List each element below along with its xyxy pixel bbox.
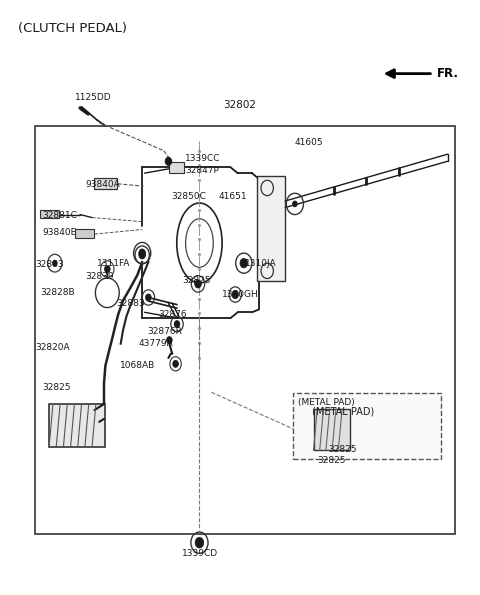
Text: 32876R: 32876R xyxy=(147,327,182,336)
Circle shape xyxy=(105,265,110,273)
Text: 32825: 32825 xyxy=(328,445,357,454)
Circle shape xyxy=(232,290,239,299)
Text: 32876: 32876 xyxy=(158,309,187,318)
Circle shape xyxy=(240,258,248,268)
Circle shape xyxy=(139,250,145,259)
Text: 1125DD: 1125DD xyxy=(75,93,112,102)
Text: (CLUTCH PEDAL): (CLUTCH PEDAL) xyxy=(18,22,127,35)
Text: 32881C: 32881C xyxy=(42,211,77,220)
Bar xyxy=(169,162,184,173)
Text: 1339CD: 1339CD xyxy=(182,549,218,558)
Circle shape xyxy=(195,537,204,548)
Bar xyxy=(257,176,285,281)
Text: 32839: 32839 xyxy=(85,273,114,281)
Bar xyxy=(314,409,350,450)
Bar xyxy=(95,178,117,189)
Bar xyxy=(39,210,59,218)
Circle shape xyxy=(167,337,172,344)
Text: 32883: 32883 xyxy=(116,299,144,308)
Text: 93840E: 93840E xyxy=(42,228,76,237)
Text: 32850C: 32850C xyxy=(171,192,205,201)
Text: 32847P: 32847P xyxy=(185,165,219,175)
Text: 1360GH: 1360GH xyxy=(222,290,259,299)
Text: 93840A: 93840A xyxy=(85,180,120,189)
Circle shape xyxy=(145,294,151,301)
Text: 1339CC: 1339CC xyxy=(185,154,221,163)
Circle shape xyxy=(139,249,145,257)
Text: (METAL PAD): (METAL PAD) xyxy=(312,406,374,416)
Text: 32825: 32825 xyxy=(42,383,71,392)
Text: 32802: 32802 xyxy=(224,100,256,110)
Circle shape xyxy=(174,321,180,328)
Circle shape xyxy=(165,157,172,165)
Text: 32828B: 32828B xyxy=(40,288,75,298)
Circle shape xyxy=(173,361,179,367)
Text: 32883: 32883 xyxy=(36,261,64,270)
Text: 1310JA: 1310JA xyxy=(245,259,276,268)
Circle shape xyxy=(292,201,297,207)
Text: 32825: 32825 xyxy=(183,277,211,286)
Text: FR.: FR. xyxy=(437,67,458,80)
Bar xyxy=(75,230,95,238)
Bar xyxy=(49,404,106,447)
Bar xyxy=(35,126,455,534)
Text: 43779A: 43779A xyxy=(139,339,174,348)
Text: 32820A: 32820A xyxy=(36,343,71,352)
Circle shape xyxy=(195,280,201,288)
Text: 41651: 41651 xyxy=(218,192,247,201)
Text: 32825: 32825 xyxy=(317,456,346,465)
Text: 1068AB: 1068AB xyxy=(120,361,155,370)
Text: 1311FA: 1311FA xyxy=(97,259,130,268)
Circle shape xyxy=(52,260,57,266)
Bar xyxy=(293,393,442,459)
Text: 41605: 41605 xyxy=(295,138,324,147)
Text: (METAL PAD): (METAL PAD) xyxy=(298,398,355,407)
